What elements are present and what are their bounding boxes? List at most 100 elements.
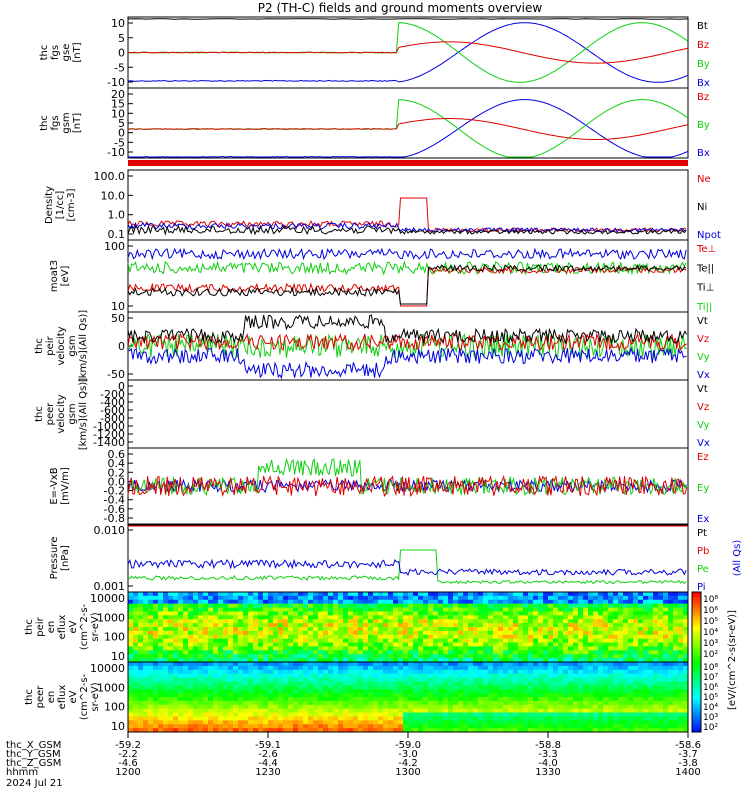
spectro-cell xyxy=(438,669,444,675)
spectro-cell xyxy=(153,623,159,628)
spectro-cell xyxy=(633,599,639,605)
spectro-cell xyxy=(358,611,364,616)
spectro-cell xyxy=(293,669,299,675)
spectro-cell xyxy=(523,708,529,714)
spectro-cell xyxy=(483,646,489,651)
spectro-cell xyxy=(288,607,294,612)
spectro-cell xyxy=(158,592,164,597)
spectro-cell xyxy=(633,704,639,710)
spectro-cell xyxy=(278,634,284,640)
spectro-cell xyxy=(528,646,534,651)
spectro-cell xyxy=(353,627,359,632)
spectro-cell xyxy=(633,658,639,663)
colorbar-tick: 10⁶ xyxy=(703,606,718,616)
spectro-cell xyxy=(303,724,309,729)
spectro-cell xyxy=(173,607,179,612)
spectro-cell xyxy=(513,599,519,605)
spectro-cell xyxy=(208,689,214,694)
spectro-cell xyxy=(408,630,414,636)
spectro-cell xyxy=(193,611,199,616)
spectro-cell xyxy=(368,630,374,636)
spectro-cell xyxy=(333,673,339,679)
spectro-cell xyxy=(448,669,454,675)
spectro-cell xyxy=(488,611,494,616)
spectro-cell xyxy=(353,673,359,679)
spectro-cell xyxy=(578,627,584,632)
spectro-cell xyxy=(628,673,634,679)
spectro-cell xyxy=(628,708,634,714)
spectro-cell xyxy=(363,665,369,671)
spectro-cell xyxy=(583,669,589,675)
spectro-cell xyxy=(673,697,679,702)
spectro-cell xyxy=(658,642,664,647)
spectro-cell xyxy=(403,630,409,636)
spectro-cell xyxy=(593,650,599,655)
spectro-cell xyxy=(403,669,409,675)
spectro-cell xyxy=(628,704,634,710)
spectro-cell xyxy=(653,669,659,675)
colorbar-cell xyxy=(692,700,701,703)
spectro-cell xyxy=(408,712,414,717)
spectro-cell xyxy=(218,669,224,675)
spectro-cell xyxy=(143,599,149,605)
spectro-cell xyxy=(633,689,639,694)
spectro-cell xyxy=(248,623,254,628)
spectro-cell xyxy=(368,611,374,616)
spectro-cell xyxy=(433,619,439,624)
spectro-cell xyxy=(213,716,219,721)
spectro-cell xyxy=(588,712,594,717)
spectro-cell xyxy=(278,677,284,682)
spectro-cell xyxy=(513,615,519,620)
spectro-cell xyxy=(218,623,224,628)
spectro-cell xyxy=(608,607,614,612)
y-tick-label: 0.2 xyxy=(108,466,126,479)
spectro-cell xyxy=(163,627,169,632)
spectro-cell xyxy=(323,720,329,725)
spectro-cell xyxy=(333,708,339,714)
spectro-cell xyxy=(603,704,609,710)
colorbar-cell xyxy=(692,656,701,659)
spectro-cell xyxy=(363,642,369,647)
spectro-cell xyxy=(533,619,539,624)
spectro-cell xyxy=(143,697,149,702)
spectro-cell xyxy=(348,603,354,609)
spectro-cell xyxy=(308,712,314,717)
spectro-cell xyxy=(668,724,674,729)
spectro-cell xyxy=(443,673,449,679)
spectro-cell xyxy=(153,611,159,616)
spectro-cell xyxy=(268,595,274,601)
spectro-cell xyxy=(458,700,464,706)
spectro-cell xyxy=(188,638,194,644)
spectro-cell xyxy=(578,720,584,725)
spectro-cell xyxy=(418,716,424,721)
spectro-cell xyxy=(263,623,269,628)
spectro-cell xyxy=(658,654,664,659)
spectro-cell xyxy=(278,708,284,714)
spectro-cell xyxy=(608,720,614,725)
spectro-cell xyxy=(128,627,134,632)
spectro-cell xyxy=(543,611,549,616)
series-bz xyxy=(128,41,689,64)
spectro-cell xyxy=(583,592,589,597)
spectro-cell xyxy=(508,654,514,659)
spectro-cell xyxy=(433,724,439,729)
spectro-cell xyxy=(498,700,504,706)
spectro-cell xyxy=(423,681,429,686)
spectro-cell xyxy=(623,592,629,597)
spectro-cell xyxy=(493,712,499,717)
spectro-cell xyxy=(163,592,169,597)
spectro-cell xyxy=(303,599,309,605)
spectro-cell xyxy=(393,611,399,616)
spectro-cell xyxy=(178,595,184,601)
spectro-cell xyxy=(448,693,454,698)
spectro-cell xyxy=(608,646,614,651)
spectro-cell xyxy=(283,654,289,659)
spectro-cell xyxy=(578,646,584,651)
spectro-cell xyxy=(308,697,314,702)
spectro-cell xyxy=(518,712,524,717)
spectro-cell xyxy=(293,650,299,655)
spectro-cell xyxy=(653,615,659,620)
spectro-cell xyxy=(563,627,569,632)
spectro-cell xyxy=(338,689,344,694)
spectro-cell xyxy=(553,611,559,616)
